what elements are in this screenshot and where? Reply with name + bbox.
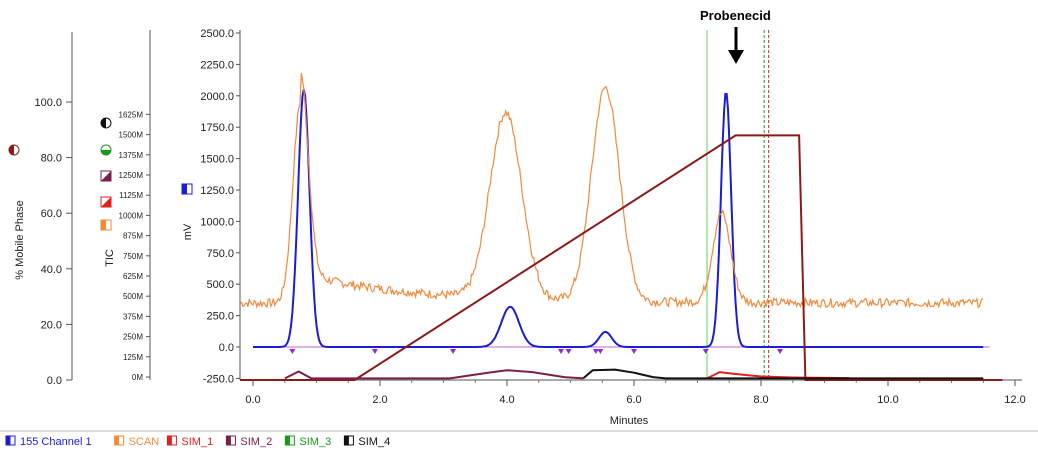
legend-label: 155 Channel 1 — [20, 436, 92, 448]
mobile-phase-tick-label: 20.0 — [41, 319, 62, 331]
x-tick-label: 4.0 — [499, 394, 514, 406]
mv-tick-label: -250.0 — [203, 373, 234, 385]
event-marker — [597, 349, 604, 354]
x-tick-label: 2.0 — [372, 394, 387, 406]
x-tick-label: 12.0 — [1004, 394, 1025, 406]
legend: 155 Channel 1 SCAN SIM_1 SIM_2 SIM_3 SIM_4 — [5, 435, 390, 448]
mv-tick-label: 1750.0 — [200, 122, 234, 134]
event-marker — [631, 349, 637, 354]
tic-tick-label: 0M — [132, 373, 143, 382]
event-markers-layer — [289, 349, 784, 354]
event-marker — [565, 349, 572, 354]
legend-swatch-fill — [167, 436, 172, 445]
legend-item-scan[interactable]: SCAN — [114, 435, 160, 448]
scan-square-icon[interactable] — [100, 219, 112, 231]
tic-tick-label: 750M — [123, 252, 143, 261]
x-axis-title: Minutes — [610, 415, 649, 427]
mv-tick-label: 250.0 — [206, 311, 234, 323]
mobile-phase-tick-label: 80.0 — [41, 153, 62, 165]
event-marker — [371, 349, 378, 354]
legend-label: SIM_1 — [181, 436, 213, 448]
tic-tick-label: 1250M — [119, 171, 144, 180]
series-layer — [240, 73, 1003, 381]
legend-swatch-fill — [6, 436, 11, 445]
mv-tick-label: 2000.0 — [200, 91, 234, 103]
mv-tick-label: 750.0 — [206, 248, 234, 260]
legend-swatch-fill — [285, 436, 290, 445]
mv-tick-label: 2500.0 — [200, 28, 234, 40]
mv-tick-label: 1000.0 — [200, 216, 234, 228]
mv-axis-title: mV — [182, 223, 194, 240]
tic-tick-label: 875M — [123, 232, 143, 241]
channel1-square-icon[interactable] — [181, 183, 193, 195]
event-marker — [702, 349, 709, 354]
probenecid-annotation: Probenecid — [700, 8, 771, 23]
legend-swatch-fill — [114, 436, 120, 445]
tic-tick-label: 1000M — [119, 211, 144, 220]
tic-tick-label: 250M — [123, 333, 143, 342]
legend-label: SCAN — [129, 436, 160, 448]
annotation-arrow-icon — [728, 27, 744, 64]
tic-tick-label: 625M — [123, 272, 143, 281]
x-tick-label: 0.0 — [245, 394, 260, 406]
tic-tick-label: 1125M — [119, 191, 143, 200]
x-tick-label: 6.0 — [626, 394, 641, 406]
mv-tick-label: 1250.0 — [200, 185, 234, 197]
tic-tick-label: 125M — [123, 353, 143, 362]
legend-item-sim-4[interactable]: SIM_4 — [343, 435, 390, 448]
legend-item-sim-2[interactable]: SIM_2 — [225, 435, 272, 448]
sim2-square-icon[interactable] — [100, 170, 112, 182]
mobile-phase-tick-label: 60.0 — [41, 208, 62, 220]
mobile-phase-tick-label: 100.0 — [34, 97, 62, 109]
sim1-square-icon[interactable] — [100, 196, 112, 208]
mobile-phase-tick-label: 40.0 — [41, 264, 62, 276]
series-icons — [8, 117, 193, 231]
legend-swatch-fill — [344, 436, 349, 445]
tic-tick-label: 1625M — [119, 110, 144, 119]
legend-label: SIM_4 — [358, 436, 390, 448]
mv-tick-label: 500.0 — [206, 279, 234, 291]
x-tick-label: 10.0 — [877, 394, 898, 406]
series-line-sim-4 — [582, 368, 984, 380]
tic-tick-label: 500M — [123, 292, 143, 301]
event-marker — [592, 349, 599, 354]
axes-layer: 0.0 2.0 4.0 6.0 8.0 10.0 12.0 0.0 20.0 40.0 60.0 80… — [34, 28, 1025, 406]
mobile-phase-half-circle-icon[interactable] — [8, 144, 20, 156]
sim4-half-circle-icon[interactable] — [100, 117, 112, 129]
tic-tick-label: 1375M — [119, 151, 144, 160]
legend-item-sim-1[interactable]: SIM_1 — [166, 435, 213, 448]
legend-swatch-fill — [226, 436, 231, 445]
series-line-sim-2 — [284, 369, 584, 380]
event-marker — [289, 349, 296, 354]
legend-label: SIM_3 — [299, 436, 331, 448]
mv-tick-label: 2250.0 — [200, 59, 234, 71]
series-line-155-channel-1 — [253, 89, 984, 348]
x-tick-label: 8.0 — [753, 394, 768, 406]
tic-tick-label: 1500M — [119, 131, 144, 140]
series-line--mobile-phase — [240, 134, 1003, 381]
event-marker — [450, 349, 457, 354]
mv-tick-label: 1500.0 — [200, 154, 234, 166]
event-marker — [557, 349, 564, 354]
legend-item-155-channel-1[interactable]: 155 Channel 1 — [5, 435, 92, 448]
event-marker — [777, 349, 784, 354]
tic-tick-label: 375M — [123, 312, 143, 321]
mobile-phase-axis-title: % Mobile Phase — [14, 200, 26, 280]
mobile-phase-tick-label: 0.0 — [47, 375, 62, 387]
mv-tick-label: 0.0 — [219, 342, 234, 354]
legend-item-sim-3[interactable]: SIM_3 — [284, 435, 331, 448]
sim3-half-circle-icon[interactable] — [100, 144, 112, 156]
legend-label: SIM_2 — [240, 436, 272, 448]
series-line-scan — [240, 73, 984, 310]
tic-axis-title: TIC — [104, 249, 116, 267]
